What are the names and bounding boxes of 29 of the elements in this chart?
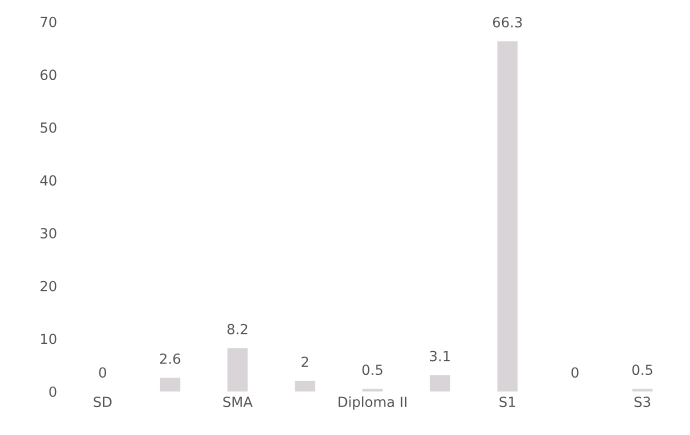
x-tick-label: S1 xyxy=(500,396,516,408)
data-label: 2 xyxy=(302,356,308,367)
y-tick-label: 0 xyxy=(49,386,56,397)
data-label: 0.5 xyxy=(362,364,382,376)
y-tick-label: 70 xyxy=(40,16,56,28)
y-tick-label: 30 xyxy=(40,228,56,239)
bar xyxy=(294,380,316,392)
y-tick-label: 40 xyxy=(40,175,56,186)
bar xyxy=(227,348,248,392)
bar xyxy=(160,378,180,392)
data-label: 0 xyxy=(99,367,106,378)
bar xyxy=(632,388,653,392)
y-tick-label: 50 xyxy=(40,122,56,133)
x-tick-label: S3 xyxy=(634,396,650,408)
data-label: 0 xyxy=(571,367,578,378)
x-tick-label: Diploma II xyxy=(338,396,406,410)
data-label: 66.3 xyxy=(493,16,522,28)
bar xyxy=(362,388,383,392)
y-tick-label: 10 xyxy=(41,334,56,344)
data-label: 0.5 xyxy=(632,364,652,376)
y-tick-label: 20 xyxy=(40,280,56,292)
x-tick-label: SMA xyxy=(223,396,253,408)
y-tick-label: 60 xyxy=(40,70,56,80)
data-label: 2.6 xyxy=(160,353,180,364)
data-label: 8.2 xyxy=(227,324,248,334)
bar xyxy=(430,375,450,392)
data-label: 3.1 xyxy=(430,350,450,362)
x-tick-label: SD xyxy=(94,396,112,408)
bar xyxy=(497,41,518,392)
